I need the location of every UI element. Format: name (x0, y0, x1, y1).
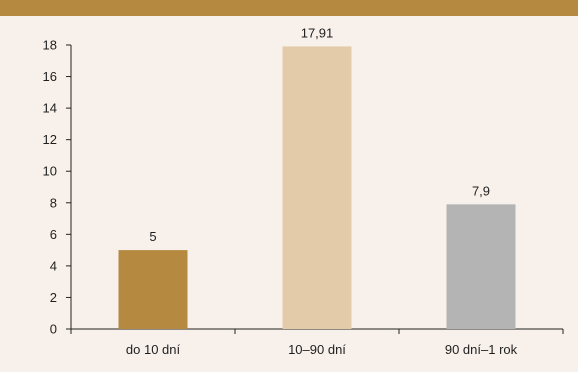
data-label: 7,9 (472, 183, 490, 198)
x-tick-label: 90 dní–1 rok (445, 342, 518, 357)
y-axis: 0 2 4 6 8 10 12 14 16 18 (43, 38, 72, 337)
bars (118, 46, 516, 330)
value-labels: 5 17,91 7,9 (149, 25, 490, 244)
y-tick-label: 0 (50, 322, 57, 337)
y-tick-label: 10 (43, 164, 57, 179)
y-tick-label: 2 (50, 290, 57, 305)
x-tick-label: do 10 dní (126, 342, 181, 357)
y-tick-label: 12 (43, 132, 57, 147)
y-tick-label: 16 (43, 69, 57, 84)
y-tick-label: 18 (43, 38, 57, 53)
y-tick-label: 14 (43, 101, 57, 116)
x-axis: do 10 dní 10–90 dní 90 dní–1 rok (70, 328, 564, 357)
header-band (0, 0, 578, 16)
bar (446, 204, 516, 329)
y-tick-label: 8 (50, 195, 57, 210)
y-tick-label: 4 (50, 258, 57, 273)
data-label: 17,91 (301, 25, 334, 40)
bar (282, 46, 352, 330)
bar (118, 250, 188, 329)
y-tick-label: 6 (50, 227, 57, 242)
data-label: 5 (149, 229, 156, 244)
x-tick-label: 10–90 dní (288, 342, 346, 357)
